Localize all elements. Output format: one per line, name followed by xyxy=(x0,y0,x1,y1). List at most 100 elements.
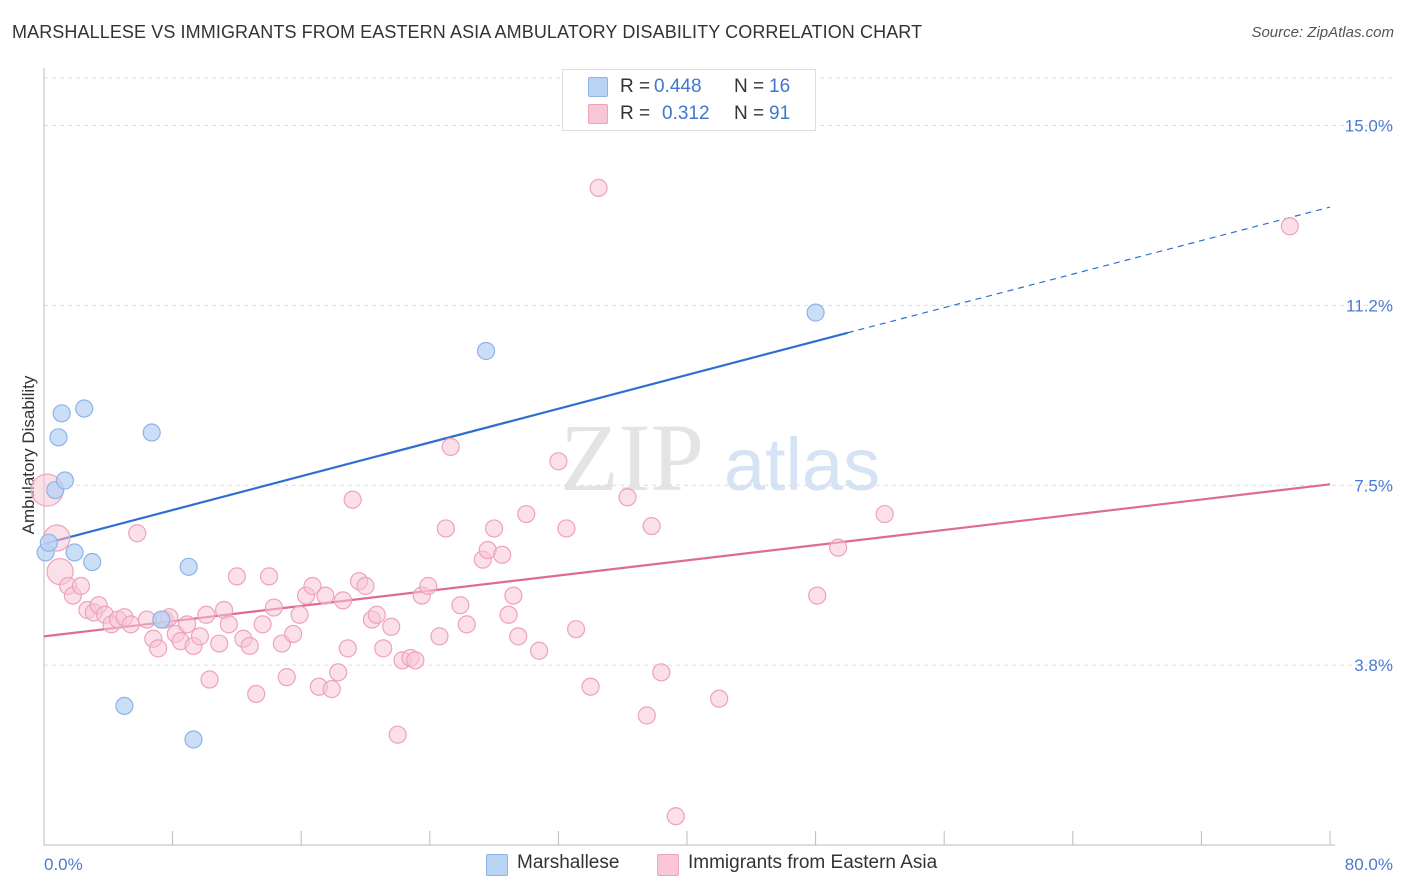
data-point-immigrants xyxy=(227,567,246,586)
data-point-immigrants xyxy=(388,725,407,744)
data-point-immigrants xyxy=(382,617,401,636)
data-point-immigrants xyxy=(329,663,348,682)
data-point-immigrants xyxy=(253,615,272,634)
data-point-immigrants xyxy=(197,605,216,624)
data-point-marshallese xyxy=(49,428,68,447)
data-point-immigrants xyxy=(264,598,283,617)
data-point-immigrants xyxy=(247,684,266,704)
data-point-immigrants xyxy=(290,605,309,624)
data-point-immigrants xyxy=(430,627,449,646)
data-point-marshallese xyxy=(476,341,496,361)
data-point-marshallese xyxy=(115,696,134,716)
chart-title: MARSHALLESE VS IMMIGRANTS FROM EASTERN A… xyxy=(12,22,923,42)
data-point-immigrants xyxy=(436,519,455,538)
legend-n-value: 91 xyxy=(769,103,791,124)
data-point-immigrants xyxy=(343,490,362,509)
watermark: ZIP atlas xyxy=(560,404,880,511)
data-point-immigrants xyxy=(642,516,661,536)
legend-swatch-blue xyxy=(588,77,608,97)
trend-line-marshallese xyxy=(43,331,849,545)
y-tick-label: 11.2% xyxy=(1346,296,1393,315)
data-point-immigrants xyxy=(581,677,600,696)
legend-label: Immigrants from Eastern Asia xyxy=(688,852,938,873)
data-point-immigrants xyxy=(333,591,353,610)
trend-line-marshallese-extension xyxy=(847,206,1331,334)
y-tick-labels: 15.0% 11.2% 7.5% 3.8% xyxy=(1345,117,1393,676)
data-point-marshallese xyxy=(83,552,102,572)
data-point-immigrants xyxy=(509,627,528,646)
data-point-immigrants xyxy=(557,519,576,538)
data-point-immigrants xyxy=(367,605,386,624)
data-point-immigrants xyxy=(549,452,568,471)
data-point-immigrants xyxy=(829,538,848,557)
data-point-immigrants xyxy=(240,636,259,656)
legend-r-label: R = xyxy=(620,76,651,97)
data-point-immigrants xyxy=(200,670,219,689)
series-legend: Marshallese Immigrants from Eastern Asia xyxy=(0,852,1406,878)
data-point-immigrants xyxy=(128,524,147,543)
data-point-immigrants xyxy=(71,576,91,596)
y-tick-label: 7.5% xyxy=(1354,476,1393,495)
correlation-legend: R = 0.448 N = 16 R = 0.312 N = 91 xyxy=(562,69,816,131)
x-ticks xyxy=(43,831,1331,845)
axes xyxy=(43,68,1335,846)
legend-label: Marshallese xyxy=(517,852,620,873)
legend-swatch-blue xyxy=(486,854,508,876)
data-point-immigrants xyxy=(406,651,425,670)
data-point-immigrants xyxy=(277,668,296,687)
source-credit: Source: ZipAtlas.com xyxy=(1251,24,1394,41)
data-point-immigrants xyxy=(419,576,438,596)
data-point-immigrants xyxy=(504,586,523,605)
data-point-immigrants xyxy=(1280,217,1299,236)
legend-r-value: 0.312 xyxy=(662,103,710,124)
watermark-atlas: atlas xyxy=(724,423,880,506)
trend-line-immigrants xyxy=(43,483,1331,638)
data-point-marshallese xyxy=(184,730,203,749)
data-point-immigrants xyxy=(499,605,518,624)
data-point-marshallese xyxy=(39,533,58,552)
x-tick-label-max: 80.0% xyxy=(1345,855,1393,874)
data-point-immigrants xyxy=(566,620,586,639)
legend-r-value: 0.448 xyxy=(654,76,702,97)
data-point-immigrants xyxy=(589,178,608,198)
data-point-immigrants xyxy=(875,504,894,524)
data-point-immigrants xyxy=(637,706,656,725)
data-point-marshallese xyxy=(75,399,94,418)
data-point-immigrants xyxy=(618,488,637,507)
data-point-immigrants xyxy=(517,504,536,524)
legend-n-label: N = xyxy=(734,76,765,97)
data-point-immigrants xyxy=(121,615,140,634)
series-marshallese xyxy=(36,303,825,749)
data-point-immigrants xyxy=(493,545,512,564)
data-point-marshallese xyxy=(55,471,74,490)
data-point-immigrants xyxy=(451,596,470,615)
series-immigrants-eastern-asia xyxy=(30,178,1299,826)
data-point-marshallese xyxy=(52,404,71,423)
data-point-immigrants xyxy=(322,680,341,699)
data-point-immigrants xyxy=(652,663,671,682)
legend-r-label: R = xyxy=(620,103,651,124)
data-point-immigrants xyxy=(666,807,685,826)
data-point-immigrants xyxy=(374,639,393,658)
data-point-immigrants xyxy=(149,639,168,658)
data-point-immigrants xyxy=(457,615,476,634)
data-point-immigrants xyxy=(316,586,335,605)
data-point-marshallese xyxy=(142,423,161,442)
data-point-marshallese xyxy=(65,543,84,562)
data-point-immigrants xyxy=(441,437,460,457)
data-point-immigrants xyxy=(177,615,197,634)
data-point-marshallese xyxy=(179,557,198,576)
x-tick-label-min: 0.0% xyxy=(44,855,83,874)
data-point-immigrants xyxy=(190,627,210,646)
data-point-immigrants xyxy=(284,624,303,644)
gridlines xyxy=(44,77,1393,666)
data-point-immigrants xyxy=(710,689,729,708)
y-tick-label: 3.8% xyxy=(1354,656,1393,675)
data-point-marshallese xyxy=(152,610,171,629)
data-point-immigrants xyxy=(219,615,238,634)
y-tick-label: 15.0% xyxy=(1345,117,1393,136)
data-point-immigrants xyxy=(338,639,357,658)
data-point-immigrants xyxy=(259,567,279,586)
data-point-immigrants xyxy=(530,641,549,660)
